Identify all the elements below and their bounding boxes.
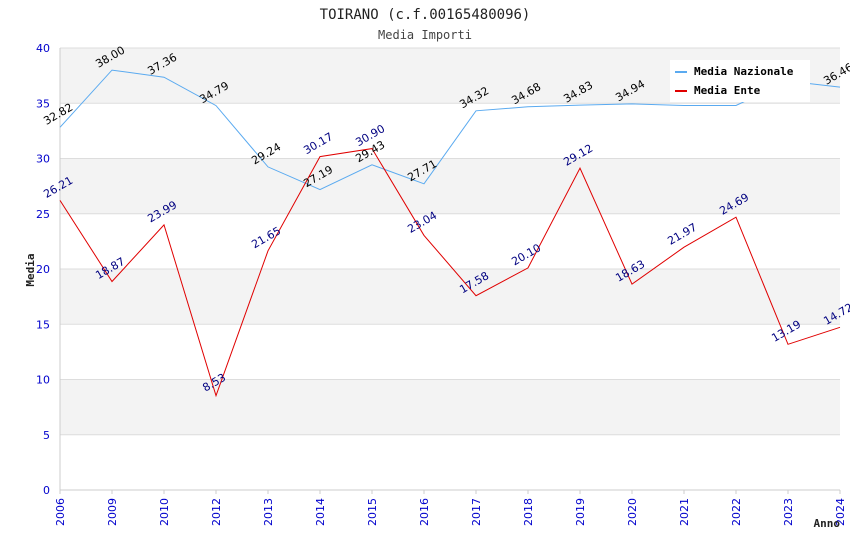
y-tick-label: 0	[43, 484, 50, 497]
y-tick-label: 5	[43, 429, 50, 442]
y-tick-label: 20	[36, 263, 50, 276]
y-tick-label: 40	[36, 42, 50, 55]
y-tick-label: 25	[36, 208, 50, 221]
x-tick-label: 2019	[574, 498, 587, 526]
x-tick-label: 2009	[106, 498, 119, 526]
x-tick-label: 2017	[470, 498, 483, 526]
x-tick-label: 2022	[730, 498, 743, 526]
x-tick-label: 2010	[158, 498, 171, 526]
x-tick-label: 2021	[678, 498, 691, 526]
x-tick-label: 2023	[782, 498, 795, 526]
x-tick-label: 2024	[834, 498, 847, 526]
y-axis-label: Media	[24, 253, 37, 286]
y-tick-label: 35	[36, 97, 50, 110]
x-tick-labels: 2006 2009 2010 2012 2013 2014 2015 2016 2017 2018…	[54, 490, 847, 526]
x-tick-label: 2013	[262, 498, 275, 526]
legend-label-media-nazionale: Media Nazionale	[694, 65, 794, 78]
grid-band	[60, 379, 840, 435]
grid-bands	[60, 48, 840, 490]
grid-band	[60, 324, 840, 380]
grid-band	[60, 158, 840, 214]
legend-label-media-ente: Media Ente	[694, 84, 761, 97]
x-tick-label: 2015	[366, 498, 379, 526]
x-tick-label: 2020	[626, 498, 639, 526]
series-lines	[59, 69, 841, 398]
x-tick-label: 2018	[522, 498, 535, 526]
grid-band	[60, 269, 840, 325]
y-tick-labels: 0 5 10 15 20 25 30 35 40	[36, 42, 50, 497]
x-axis-label: Anno	[814, 517, 841, 530]
legend-box	[670, 60, 810, 102]
chart-title: TOIRANO (c.f.00165480096)	[320, 7, 531, 23]
y-tick-label: 15	[36, 318, 50, 331]
x-tick-label: 2014	[314, 498, 327, 526]
legend: Media Nazionale Media Ente	[670, 60, 810, 102]
series-line-media-nazionale	[59, 69, 841, 191]
y-tick-label: 30	[36, 153, 50, 166]
grid-band	[60, 213, 840, 269]
x-tick-label: 2016	[418, 498, 431, 526]
chart-subtitle: Media Importi	[378, 28, 472, 42]
x-tick-label: 2006	[54, 498, 67, 526]
grid-band	[60, 434, 840, 490]
x-tick-label: 2012	[210, 498, 223, 526]
grid-band	[60, 103, 840, 159]
y-tick-label: 10	[36, 374, 50, 387]
series-line-media-ente	[59, 148, 841, 398]
